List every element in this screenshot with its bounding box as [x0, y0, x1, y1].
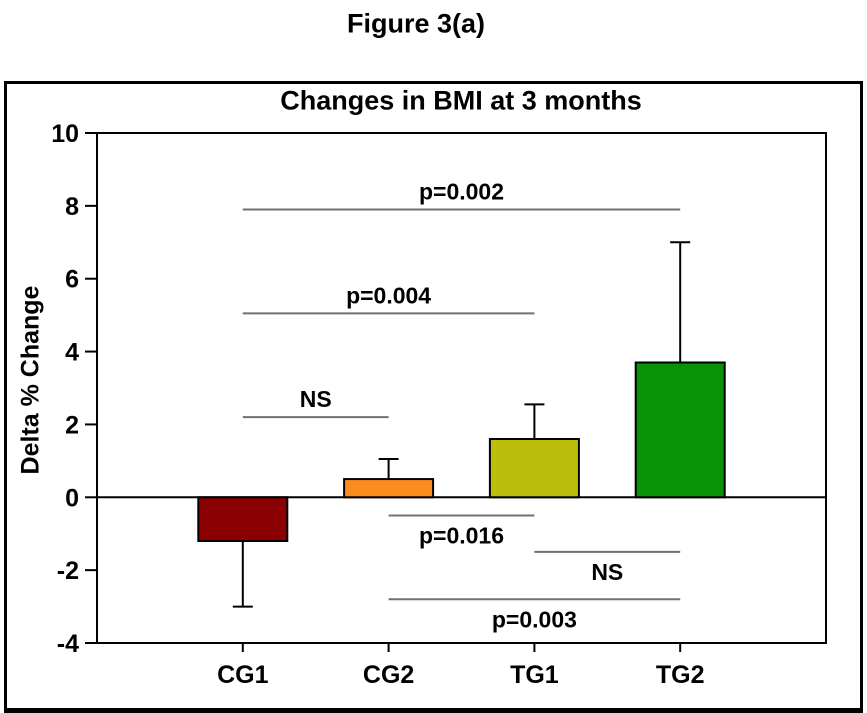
- annotation-label-5-p-0-003: p=0.003: [492, 606, 577, 632]
- bar-tg2: [634, 361, 726, 499]
- annotation-label-4-ns: NS: [591, 559, 623, 585]
- bar-tg1: [488, 438, 580, 499]
- chart-title: Changes in BMI at 3 months: [280, 85, 642, 116]
- figure-caption: Figure 3(a): [346, 8, 486, 39]
- bar-cg1: [197, 496, 289, 542]
- annotation-label-2-ns: NS: [300, 386, 332, 412]
- x-axis-label-tg2: TG2: [656, 661, 705, 689]
- plot-box: [96, 132, 827, 644]
- y-axis-tick-label-10: 10: [51, 120, 79, 148]
- annotation-label-3-p-0-016: p=0.016: [419, 523, 504, 549]
- y-axis-tick-label--2: -2: [57, 557, 79, 585]
- annotation-label-0-p-0-002: p=0.002: [419, 179, 504, 205]
- x-axis-label-cg2: CG2: [363, 661, 414, 689]
- y-axis-tick-label-8: 8: [65, 193, 79, 221]
- y-axis-tick-label-6: 6: [65, 266, 79, 294]
- y-axis-tick-label--4: -4: [57, 630, 79, 658]
- y-axis-tick-label-2: 2: [65, 411, 79, 439]
- x-axis-label-cg1: CG1: [217, 661, 269, 689]
- y-axis-tick-label-4: 4: [65, 339, 79, 367]
- annotation-label-1-p-0-004: p=0.004: [346, 282, 431, 308]
- x-axis-label-tg1: TG1: [510, 661, 559, 689]
- bar-cg2: [343, 478, 435, 499]
- y-axis-tick-label-0: 0: [65, 484, 79, 512]
